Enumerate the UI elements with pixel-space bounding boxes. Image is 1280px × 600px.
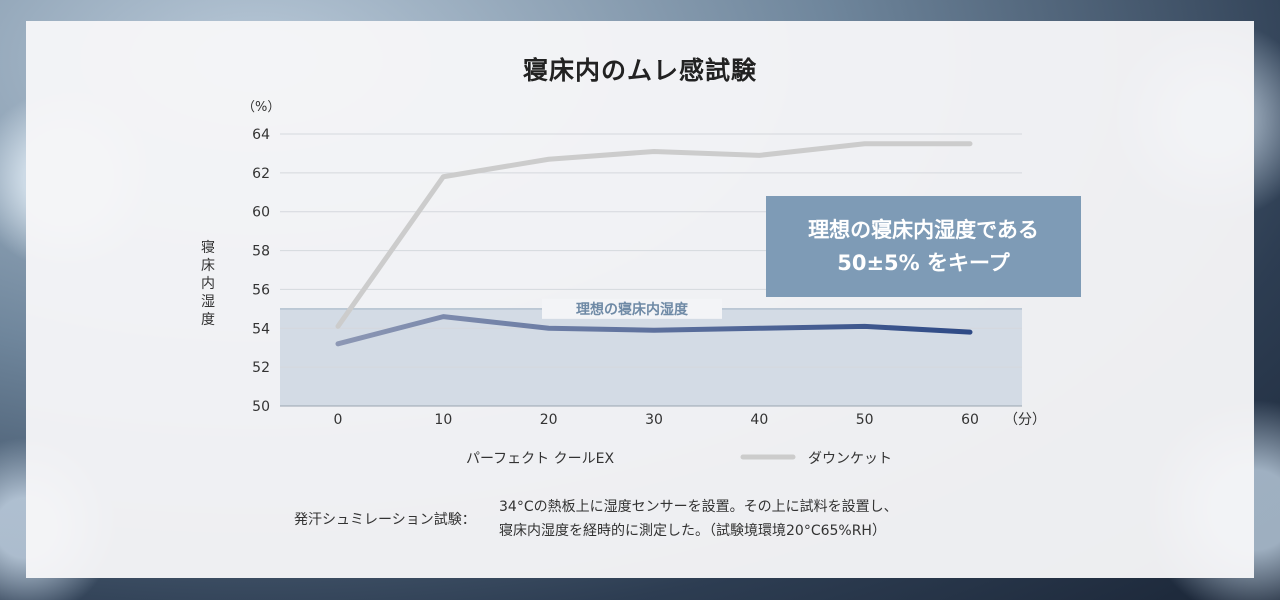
y-tick-label: 60 [252, 205, 270, 221]
x-tick-label: 30 [645, 412, 663, 428]
callout-box: 理想の寝床内湿度である 50±5% をキープ [766, 196, 1081, 297]
note-body: 34°Cの熱板上に湿度センサーを設置。その上に試料を設置し、 寝床内湿度を経時的… [499, 495, 898, 543]
series-line-perfect-cool-ex [335, 314, 973, 347]
y-tick-label: 62 [252, 166, 270, 182]
y-tick-label: 50 [252, 399, 270, 415]
chart-panel: 寝床内のムレ感試験 50 52 54 56 58 60 62 64 理想の寝床内湿度 （%） （分）… [26, 21, 1254, 578]
series-line-downket [335, 141, 973, 329]
callout-line1: 理想の寝床内湿度である [808, 218, 1039, 242]
y-tick-label: 64 [252, 127, 270, 143]
x-tick-label: 0 [334, 412, 343, 428]
legend-label-down: ダウンケット [808, 451, 892, 467]
x-unit-label: （分） [1004, 412, 1046, 428]
ideal-band [280, 308, 1022, 406]
note-line1: 34°Cの熱板上に湿度センサーを設置。その上に試料を設置し、 [499, 499, 898, 515]
x-tick-label: 50 [856, 412, 874, 428]
legend-label-perfect: パーフェクト クールEX [466, 451, 615, 467]
x-tick-label: 40 [750, 412, 768, 428]
y-axis-label: 寝床内湿度 [198, 239, 218, 329]
x-tick-label: 10 [434, 412, 452, 428]
chart-title: 寝床内のムレ感試験 [522, 56, 757, 85]
band-label: 理想の寝床内湿度 [576, 301, 689, 318]
y-tick-label: 52 [252, 360, 270, 376]
note-line2: 寝床内湿度を経時的に測定した。（試験境環境20°C65%RH） [499, 523, 886, 539]
line-chart: 50 52 54 56 58 60 62 64 理想の寝床内湿度 （%） （分） 0 10 20 30 40 5… [242, 100, 1046, 460]
y-axis-label-text: 寝床内湿度 [201, 240, 215, 328]
callout-line2: 50±5% をキープ [837, 251, 1010, 275]
y-tick-label: 56 [252, 282, 270, 298]
y-tick-label: 58 [252, 244, 270, 260]
x-tick-label: 20 [540, 412, 558, 428]
note-label: 発汗シュミレーション試験： [294, 512, 476, 528]
band-label-bg [542, 298, 722, 319]
y-tick-label: 54 [252, 321, 270, 337]
x-tick-label: 60 [961, 412, 979, 428]
y-unit-label: （%） [242, 100, 280, 115]
